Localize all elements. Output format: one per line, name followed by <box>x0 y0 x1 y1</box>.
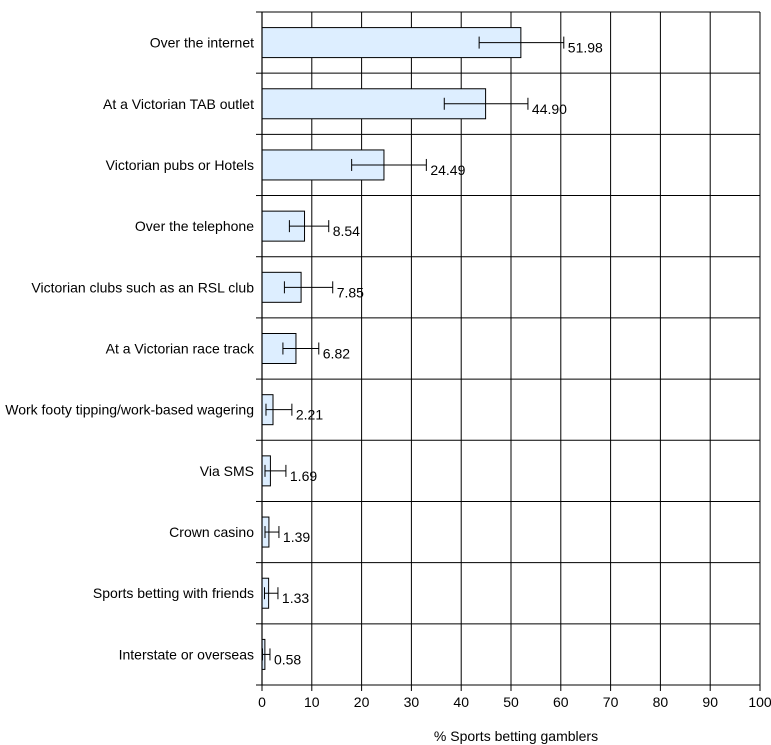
x-tick-label: 60 <box>553 694 569 710</box>
error-bars <box>261 36 565 661</box>
x-tick-label: 90 <box>702 694 718 710</box>
data-label: 0.58 <box>274 651 301 667</box>
category-label: Victorian pubs or Hotels <box>106 157 254 173</box>
category-label: At a Victorian TAB outlet <box>103 96 254 112</box>
data-label: 8.54 <box>333 223 360 239</box>
category-label: Crown casino <box>169 524 254 540</box>
labels: Over the internet 51.98 At a Victorian TAB… <box>5 35 603 668</box>
category-label: Over the internet <box>150 35 254 51</box>
data-label: 44.90 <box>532 101 567 117</box>
x-tick-label: 80 <box>653 694 669 710</box>
data-label: 51.98 <box>568 40 603 56</box>
x-tick-label: 10 <box>304 694 320 710</box>
x-axis: 0 10 20 30 40 50 60 70 80 90 100 <box>256 11 771 710</box>
category-label: Interstate or overseas <box>119 646 254 662</box>
data-label: 1.39 <box>283 529 310 545</box>
category-label: At a Victorian race track <box>106 341 255 357</box>
x-tick-label: 40 <box>453 694 469 710</box>
x-tick-label: 70 <box>603 694 619 710</box>
grid <box>262 11 761 686</box>
x-tick-label: 30 <box>404 694 420 710</box>
x-tick-label: 50 <box>503 694 519 710</box>
x-tick-label: 100 <box>748 694 771 710</box>
data-label: 6.82 <box>323 346 350 362</box>
x-axis-title: % Sports betting gamblers <box>434 728 598 744</box>
category-label: Over the telephone <box>135 218 254 234</box>
category-label: Via SMS <box>200 463 254 479</box>
category-label: Work footy tipping/work-based wagering <box>5 402 254 418</box>
data-label: 2.21 <box>296 407 323 423</box>
category-label: Sports betting with friends <box>93 585 254 601</box>
data-label: 24.49 <box>430 162 465 178</box>
category-label: Victorian clubs such as an RSL club <box>31 279 254 295</box>
data-label: 1.69 <box>290 468 317 484</box>
data-label: 7.85 <box>337 284 364 300</box>
x-tick-label: 0 <box>258 694 266 710</box>
x-tick-label: 20 <box>354 694 370 710</box>
bar <box>261 27 522 59</box>
data-label: 1.33 <box>282 590 309 606</box>
